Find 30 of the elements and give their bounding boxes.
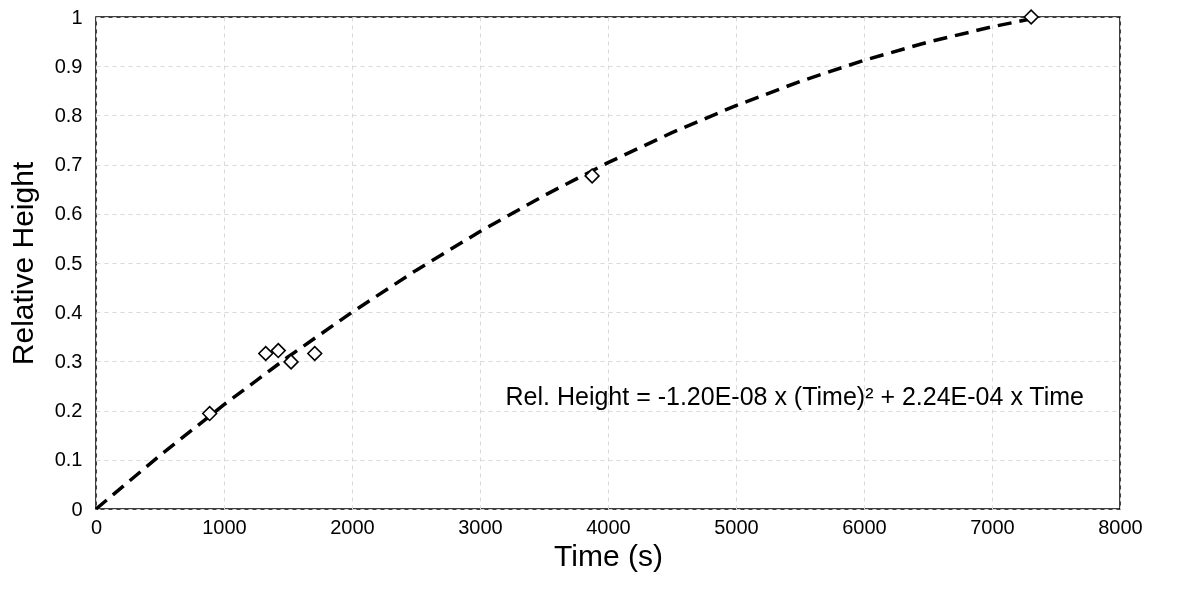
y-tick-label: 0.8 [54,103,83,126]
y-tick-label: 0.7 [54,153,83,176]
point [584,168,600,184]
x-tick-label: 6000 [842,515,887,538]
y-tick-label: 0.2 [54,399,83,422]
y-tick-label: 0.9 [54,54,83,77]
x-tick-label: 8000 [1098,515,1143,538]
point [258,345,274,362]
y-axis-title: Relative Height [5,161,39,366]
x-tick-label: 5000 [714,515,759,538]
y-tick-label: 0 [71,497,83,520]
y-tick-label: 0.5 [54,251,83,274]
annotation: Rel. Height = -1.20E-08 x (Time)² + 2.24E-04 x Time [505,382,1084,410]
point [201,405,218,422]
y-tick-label: 0.3 [54,349,83,372]
x-tick-label: 4000 [586,515,631,538]
x-tick-label: 0 [90,515,103,538]
y-tick-label: 0.4 [54,300,83,323]
x-axis-title: Time (s) [554,538,663,572]
x-tick-label: 7000 [970,515,1015,538]
y-tick-label: 0.6 [54,202,83,225]
x-tick-label: 3000 [458,515,503,538]
x-tick-label: 2000 [330,515,375,538]
x-tick-label: 1000 [202,515,247,538]
point [270,342,286,359]
y-tick-label: 1 [71,5,83,28]
point [307,345,323,362]
y-tick-label: 0.1 [54,448,83,471]
point [1023,9,1039,25]
point [283,354,299,370]
